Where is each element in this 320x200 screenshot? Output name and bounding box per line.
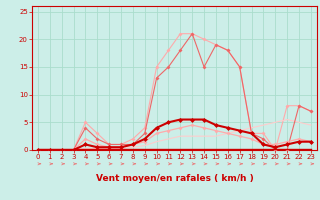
X-axis label: Vent moyen/en rafales ( km/h ): Vent moyen/en rafales ( km/h ) <box>96 174 253 183</box>
